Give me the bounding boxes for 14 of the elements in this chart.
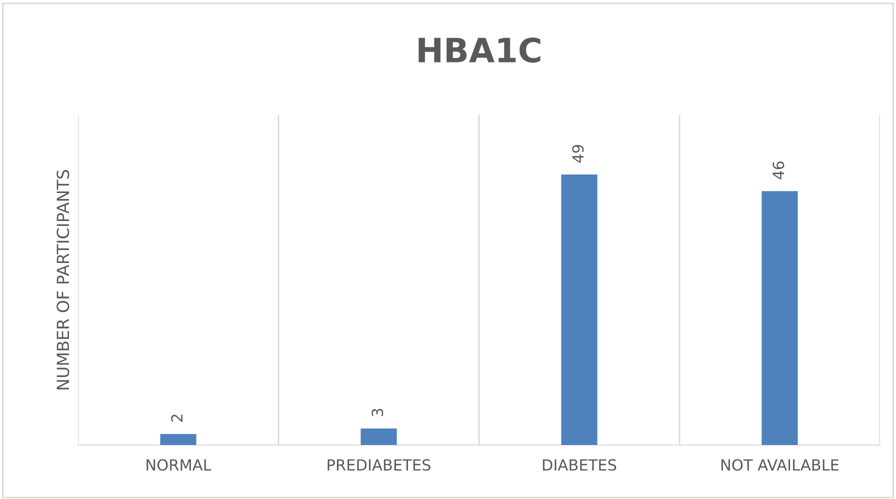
x-tick-label: NORMAL <box>146 459 212 471</box>
x-tick-label: NOT AVAILABLE <box>721 459 839 471</box>
bar <box>561 174 598 445</box>
bar <box>360 428 397 445</box>
x-tick-label: PREDIABETES <box>328 459 430 471</box>
data-label: 49 <box>572 145 584 163</box>
bar <box>160 434 196 445</box>
x-tick-label: DIABETES <box>542 459 616 471</box>
data-label: 2 <box>171 414 182 422</box>
data-label: 3 <box>372 408 384 416</box>
chart-title: HBA1C <box>418 37 540 63</box>
bar <box>762 191 798 445</box>
data-label: 46 <box>772 161 784 180</box>
y-axis-title: NUMBER OF PARTICIPANTS <box>56 170 70 390</box>
